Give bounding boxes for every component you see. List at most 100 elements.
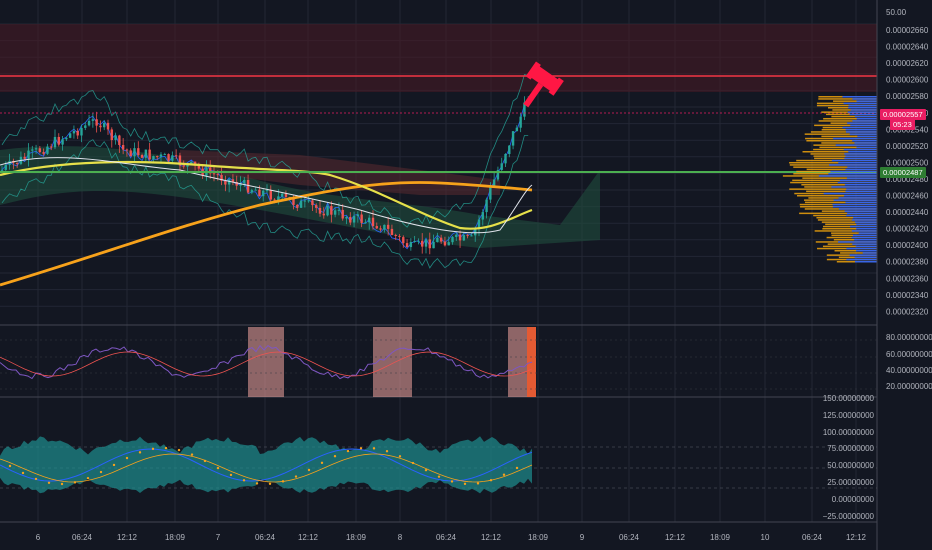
volume-bar-orange <box>831 232 877 234</box>
candle-body <box>489 187 492 200</box>
candle-body <box>451 236 454 243</box>
candle-body <box>235 181 238 186</box>
volume-bar-blue <box>844 157 877 160</box>
candle-body <box>318 207 322 214</box>
osc-dot <box>8 464 12 468</box>
volume-bar-blue <box>843 195 877 197</box>
candlestick-series[interactable] <box>0 96 530 255</box>
candle-body <box>76 130 79 136</box>
volume-bar-blue <box>833 137 877 140</box>
time-axis[interactable]: 6 06:24 12:12 18:09 7 06:24 12:12 18:09 8 06:24 12… <box>36 533 867 542</box>
volume-bar-blue <box>843 102 877 105</box>
volume-bar-orange <box>802 151 877 153</box>
volume-bar-blue <box>845 131 877 133</box>
candle-body <box>262 190 265 197</box>
time-axis-label: 7 <box>216 533 221 542</box>
volume-bar-blue <box>855 245 877 248</box>
price-axis-label: 0.00002320 <box>886 307 929 316</box>
osc-dot <box>99 470 103 474</box>
rsi-pane[interactable] <box>0 327 877 397</box>
volume-bar-orange <box>793 166 877 168</box>
candle-body <box>103 122 106 128</box>
osc-dot <box>333 455 337 458</box>
candle-body <box>515 127 519 132</box>
candle-body <box>341 209 344 219</box>
volume-bar-blue <box>856 223 877 226</box>
volume-bar-orange <box>816 217 877 219</box>
osc-dot <box>164 446 168 450</box>
volume-bar-blue <box>852 120 877 122</box>
rsi-signal-line <box>0 351 533 377</box>
candle-body <box>280 193 284 197</box>
candle-body <box>4 164 7 170</box>
osc-dot <box>359 447 363 450</box>
osc-dot <box>177 448 181 452</box>
candle-body <box>356 214 360 217</box>
candle-body <box>239 183 242 186</box>
price-axis-label: 0.00002620 <box>886 59 929 68</box>
time-axis-label: 18:09 <box>346 533 367 542</box>
osc-dot <box>463 482 467 486</box>
osc-signal-line <box>0 453 533 483</box>
time-axis-label: 18:09 <box>710 533 731 542</box>
volume-bar-blue <box>818 175 877 177</box>
band-lower <box>1 135 529 269</box>
price-axis-label: 0.00002600 <box>886 76 929 85</box>
osc-histogram-area <box>0 436 532 494</box>
volume-bar-blue <box>849 133 877 135</box>
rsi-highlight-zone <box>373 327 412 397</box>
volume-bar-orange <box>818 120 877 122</box>
volume-bar-blue <box>852 243 877 245</box>
time-axis-label: 12:12 <box>481 533 502 542</box>
price-axis-label: 0.00002340 <box>886 291 929 300</box>
volume-bar-orange <box>813 214 877 217</box>
osc-dot <box>242 479 246 482</box>
volume-bar-orange <box>799 212 877 215</box>
oscillator-axis[interactable]: 150.00000000 125.00000000 100.00000000 75.0… <box>823 394 875 521</box>
time-axis-label: 12:12 <box>117 533 138 542</box>
volume-bar-blue <box>838 162 877 164</box>
volume-bar-orange <box>825 223 877 226</box>
candle-body <box>303 200 307 202</box>
volume-bar-blue <box>858 232 877 234</box>
volume-bar-orange <box>814 230 877 232</box>
osc-dot <box>437 475 441 478</box>
candle-body <box>424 239 428 247</box>
candle-body <box>156 156 159 158</box>
osc-dot <box>34 477 38 481</box>
candle-body <box>152 156 155 160</box>
volume-bar-orange <box>840 252 877 254</box>
volume-bar-blue <box>832 206 877 208</box>
volume-bar-blue <box>831 186 877 188</box>
volume-bar-blue <box>854 142 877 144</box>
osc-dot <box>398 455 402 458</box>
osc-dot <box>255 482 259 485</box>
candle-body <box>190 161 193 164</box>
candle-body <box>307 200 310 202</box>
volume-bar-orange <box>819 146 877 149</box>
candle-body <box>500 163 503 170</box>
volume-bar-blue <box>845 155 877 157</box>
time-axis-label: 06:24 <box>619 533 640 542</box>
volume-bar-orange <box>833 100 877 102</box>
volume-bar-blue <box>847 111 877 113</box>
volume-bar-blue <box>850 124 877 127</box>
candle-body <box>333 210 337 215</box>
candle-body <box>212 173 216 175</box>
candle-body <box>466 235 469 237</box>
oscillator-pane[interactable] <box>0 436 877 494</box>
candle-body <box>68 133 72 138</box>
osc-dot <box>268 482 272 486</box>
osc-dot <box>112 463 116 467</box>
candle-body <box>439 237 443 242</box>
volume-bar-blue <box>828 173 877 175</box>
candle-body <box>481 212 484 220</box>
candle-body <box>42 152 45 154</box>
volume-bar-blue <box>854 256 877 259</box>
rsi-axis[interactable]: 80.00000000 60.00000000 40.00000000 20.0000… <box>886 333 932 391</box>
volume-bar-blue <box>842 96 877 98</box>
candle-body <box>167 154 170 161</box>
price-axis-label: 0.00002660 <box>886 26 929 35</box>
volume-bar-orange <box>796 195 877 197</box>
